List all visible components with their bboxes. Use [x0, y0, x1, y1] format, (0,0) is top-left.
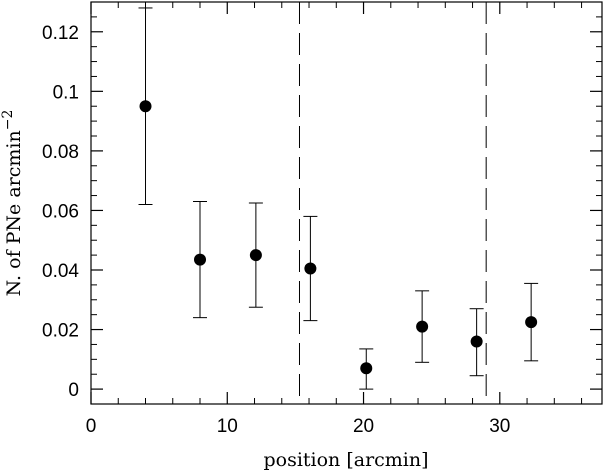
- y-axis-label-exponent: −2: [0, 110, 16, 131]
- y-axis-label: N. of PNe arcmin−2: [0, 110, 25, 297]
- y-tick-label: 0.1: [53, 82, 79, 103]
- data-point: [304, 262, 317, 275]
- x-tick-label: 10: [217, 416, 238, 437]
- x-axis-label: position [arcmin]: [263, 449, 428, 471]
- y-tick-label: 0.06: [42, 201, 79, 222]
- x-tick-label: 30: [489, 416, 510, 437]
- x-tick-label: 20: [353, 416, 374, 437]
- data-point: [416, 320, 429, 333]
- plot-frame: [90, 1, 603, 405]
- y-tick-labels: 0 0.02 0.04 0.06 0.08 0.1 0.12: [42, 23, 79, 401]
- data-point: [525, 316, 538, 329]
- y-tick-label: 0.08: [42, 142, 79, 163]
- data-point: [249, 249, 262, 262]
- minor-ticks: [91, 1, 602, 404]
- data-point: [360, 362, 373, 375]
- y-axis-label-main: N. of PNe arcmin: [3, 130, 25, 296]
- y-tick-label: 0: [68, 380, 79, 401]
- data-point: [194, 253, 207, 266]
- major-ticks: [90, 2, 602, 404]
- data-point: [139, 100, 152, 113]
- x-tick-label: 0: [86, 416, 97, 437]
- y-tick-label: 0.04: [42, 261, 79, 282]
- x-tick-labels: 0 10 20 30: [86, 416, 511, 437]
- error-bars: [138, 7, 539, 390]
- data-points: [139, 100, 538, 375]
- vertical-dashed-lines: [298, 2, 487, 404]
- y-tick-label: 0.12: [42, 23, 79, 44]
- data-point: [470, 335, 483, 348]
- y-tick-label: 0.02: [42, 321, 79, 342]
